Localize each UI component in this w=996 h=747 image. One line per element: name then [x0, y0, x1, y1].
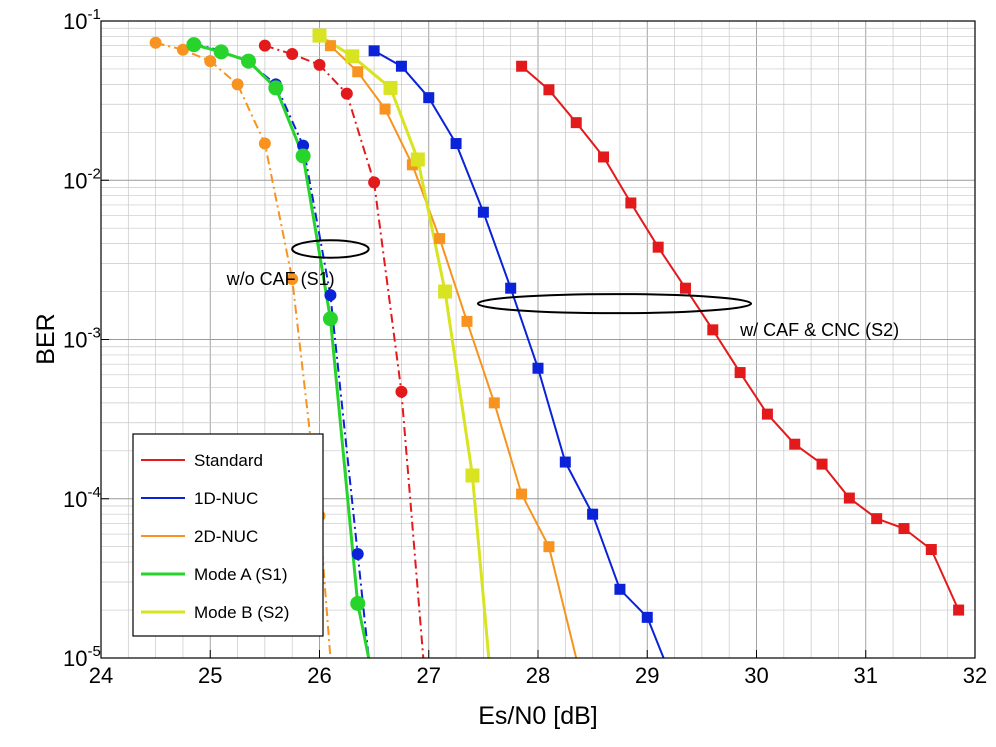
- data-point: [707, 324, 719, 336]
- data-point: [368, 45, 380, 57]
- data-point: [488, 397, 500, 409]
- legend-label: Mode B (S2): [194, 603, 289, 622]
- data-point: [532, 362, 544, 374]
- y-tick-label: 10-4: [63, 484, 101, 512]
- data-point: [450, 138, 462, 150]
- data-point: [570, 117, 582, 129]
- legend-label: 1D-NUC: [194, 489, 258, 508]
- data-point: [395, 60, 407, 72]
- data-point: [176, 43, 189, 56]
- data-point: [312, 28, 327, 43]
- data-point: [559, 456, 571, 468]
- data-point: [516, 60, 528, 72]
- data-point: [543, 84, 555, 96]
- data-point: [505, 282, 517, 294]
- data-point: [625, 197, 637, 209]
- x-tick-label: 25: [198, 663, 222, 688]
- series-markers: [149, 28, 965, 623]
- data-point: [652, 241, 664, 253]
- data-point: [925, 544, 937, 556]
- x-axis-title: Es/N0 [dB]: [478, 702, 598, 730]
- data-point: [379, 103, 391, 115]
- x-axis-ticks: 24 25 26 27 28 29 30 31 32: [89, 650, 987, 688]
- x-tick-label: 30: [744, 663, 768, 688]
- data-point: [465, 468, 480, 483]
- y-axis-title: BER: [32, 313, 60, 364]
- data-point: [324, 289, 337, 302]
- y-tick-label: 10-3: [63, 325, 101, 353]
- y-tick-label: 10-5: [63, 643, 101, 671]
- annotation-label: w/o CAF (S1): [226, 269, 335, 289]
- legend-label: 2D-NUC: [194, 527, 258, 546]
- data-point: [789, 438, 801, 450]
- annotation-ellipse: [291, 239, 370, 259]
- y-tick-label: 10-1: [63, 6, 101, 34]
- data-point: [383, 80, 398, 95]
- data-point: [410, 152, 425, 167]
- data-point: [186, 37, 202, 53]
- data-point: [898, 523, 910, 535]
- x-tick-label: 29: [635, 663, 659, 688]
- data-point: [477, 206, 489, 218]
- data-point: [614, 583, 626, 595]
- data-point: [231, 78, 244, 91]
- x-tick-label: 24: [89, 663, 113, 688]
- data-point: [351, 547, 364, 560]
- data-point: [149, 36, 162, 49]
- legend-label: Mode A (S1): [194, 565, 288, 584]
- x-tick-label: 32: [963, 663, 987, 688]
- data-point: [324, 40, 336, 52]
- x-tick-label: 27: [417, 663, 441, 688]
- data-point: [461, 315, 473, 327]
- legend-label: Standard: [194, 451, 263, 470]
- x-tick-label: 26: [307, 663, 331, 688]
- data-point: [286, 48, 299, 61]
- data-point: [543, 541, 555, 553]
- data-point: [258, 137, 271, 150]
- data-point: [761, 408, 773, 420]
- data-point: [350, 595, 366, 611]
- data-point: [871, 513, 883, 525]
- annotation-ellipse: [476, 293, 753, 315]
- data-point: [734, 367, 746, 379]
- data-point: [816, 458, 828, 470]
- data-point: [286, 272, 299, 285]
- data-point: [434, 233, 446, 245]
- data-point: [297, 139, 310, 152]
- data-point: [641, 611, 653, 623]
- grid: [101, 21, 975, 658]
- x-tick-label: 28: [526, 663, 550, 688]
- series-line: [329, 44, 578, 659]
- data-point: [322, 311, 338, 327]
- data-point: [268, 80, 284, 96]
- annotations: w/o CAF (S1) w/ CAF & CNC (S2): [226, 269, 899, 340]
- y-tick-label: 10-2: [63, 165, 101, 193]
- data-point: [423, 92, 435, 104]
- data-point: [340, 87, 353, 100]
- data-point: [352, 66, 364, 78]
- annotation-label: w/ CAF & CNC (S2): [739, 320, 899, 340]
- annotation-ellipses: [291, 239, 753, 315]
- data-point: [258, 39, 271, 52]
- x-tick-label: 31: [854, 663, 878, 688]
- data-point: [313, 58, 326, 71]
- data-point: [395, 385, 408, 398]
- y-axis-ticks: 10-1 10-2 10-3 10-4 10-5: [63, 6, 109, 671]
- data-point: [843, 492, 855, 504]
- data-point: [587, 508, 599, 520]
- data-point: [438, 284, 453, 299]
- data-point: [213, 44, 229, 60]
- data-point: [679, 282, 691, 294]
- legend: Standard 1D-NUC 2D-NUC Mode A (S1) Mode B (S…: [132, 433, 324, 637]
- data-point: [598, 151, 610, 163]
- data-point: [204, 55, 217, 68]
- data-point: [953, 604, 965, 616]
- data-point: [345, 49, 360, 64]
- data-point: [240, 53, 256, 69]
- data-point: [516, 488, 528, 500]
- data-point: [295, 148, 311, 164]
- data-point: [368, 176, 381, 189]
